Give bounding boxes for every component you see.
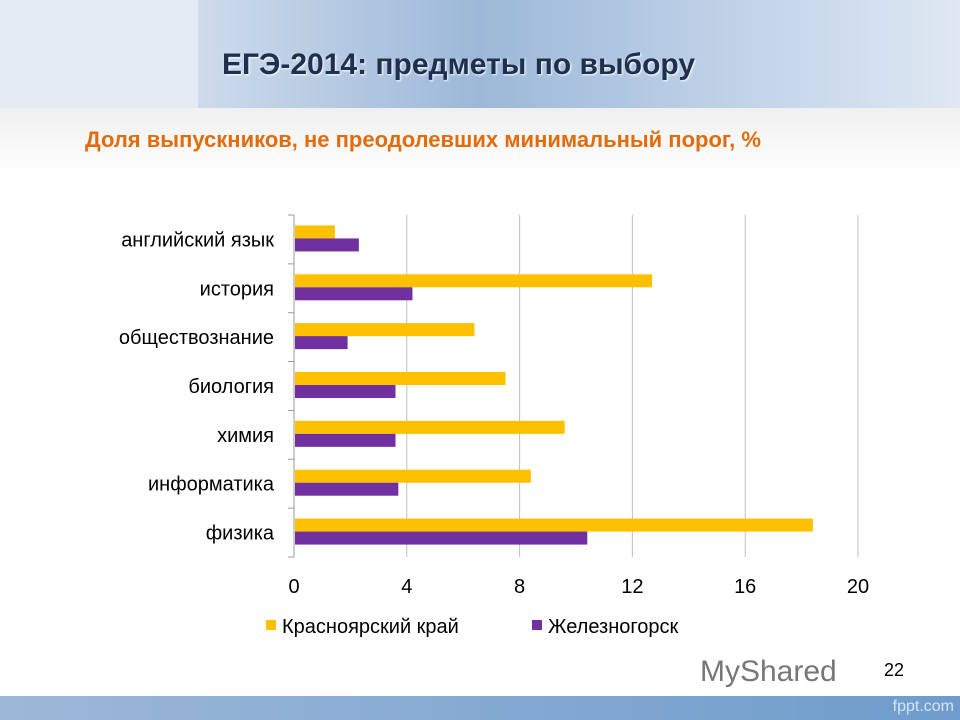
header-band	[0, 0, 960, 108]
slide-title: ЕГЭ-2014: предметы по выбору	[222, 48, 696, 81]
bar-zheleznogorsk	[295, 336, 348, 350]
bar-krasnoyarsk	[295, 323, 475, 337]
bar-zheleznogorsk	[295, 433, 396, 447]
footer-band	[0, 696, 960, 720]
category-label: история	[200, 278, 274, 300]
header-left-panel	[0, 0, 198, 108]
bar-krasnoyarsk	[295, 469, 531, 483]
legend-label: Красноярский край	[282, 616, 459, 638]
legend-swatch	[532, 620, 542, 630]
category-label: физика	[206, 523, 275, 545]
x-tick-label: 16	[734, 576, 756, 598]
x-tick-label: 8	[514, 576, 525, 598]
watermark: MyShared	[700, 655, 837, 688]
x-tick-label: 4	[401, 576, 412, 598]
bar-zheleznogorsk	[295, 385, 396, 398]
subtitle-band	[0, 108, 960, 178]
bar-zheleznogorsk	[295, 531, 588, 545]
x-tick-label: 0	[288, 576, 299, 598]
legend-label: Железногорск	[548, 616, 678, 638]
bar-zheleznogorsk	[295, 287, 413, 301]
bar-krasnoyarsk	[295, 518, 813, 532]
category-label: биология	[188, 376, 274, 398]
bar-krasnoyarsk	[295, 274, 653, 288]
category-label: английский язык	[121, 229, 274, 251]
category-label: обществознание	[119, 327, 274, 349]
x-tick-label: 12	[621, 576, 643, 598]
bar-zheleznogorsk	[295, 238, 359, 252]
chart-title: Доля выпускников, не преодолевших минима…	[85, 127, 761, 152]
footer-text: fppt.com	[892, 698, 954, 715]
legend-swatch	[266, 620, 276, 630]
bar-zheleznogorsk	[295, 482, 399, 496]
bar-krasnoyarsk	[295, 225, 335, 239]
category-label: информатика	[148, 474, 275, 496]
bar-krasnoyarsk	[295, 372, 506, 385]
x-tick-label: 20	[847, 576, 869, 598]
bar-krasnoyarsk	[295, 420, 565, 434]
category-label: химия	[217, 425, 274, 447]
page-number: 22	[884, 660, 905, 680]
